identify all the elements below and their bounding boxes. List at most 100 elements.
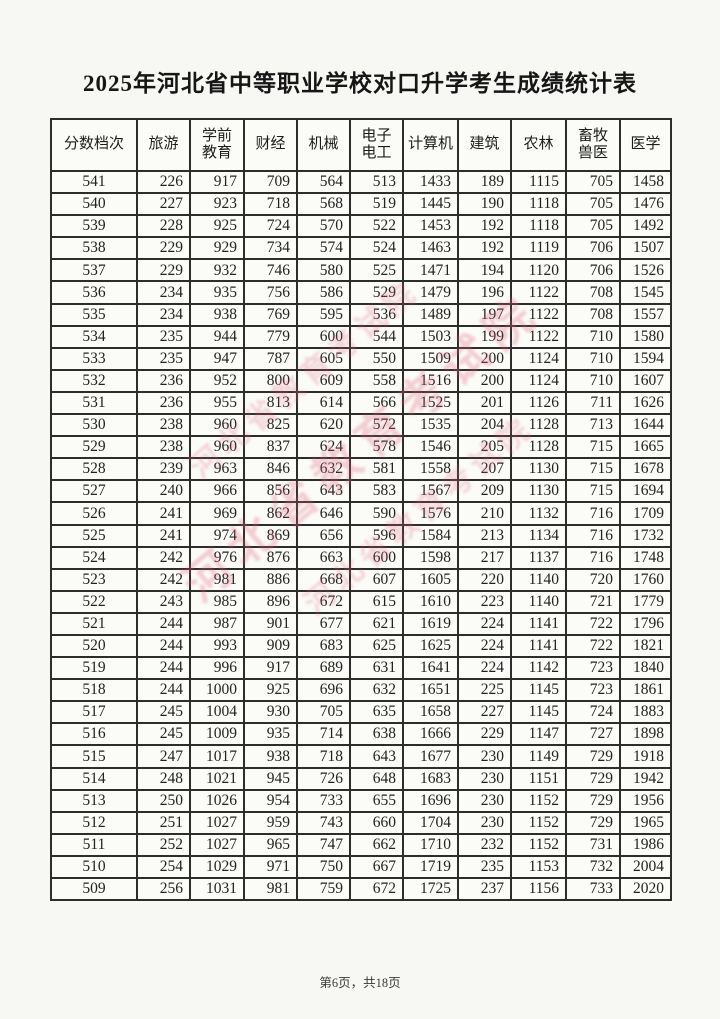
score-band-cell: 538 — [50, 236, 138, 261]
count-cell: 189 — [457, 169, 512, 195]
count-cell: 1507 — [619, 236, 672, 261]
count-cell: 224 — [457, 656, 512, 681]
count-cell: 1986 — [619, 832, 672, 857]
count-cell: 954 — [243, 788, 298, 813]
count-cell: 935 — [189, 280, 245, 305]
count-cell: 1132 — [510, 501, 567, 526]
count-cell: 966 — [189, 479, 245, 504]
count-cell: 210 — [457, 501, 512, 526]
table-row: 509 256 1031 981 759 672 1725 237 1156 733 2020 — [50, 876, 672, 902]
count-cell: 724 — [243, 214, 298, 239]
count-cell: 1027 — [189, 832, 245, 857]
score-table: 分数档次 旅游 学前 教育 财经 机械 电子 电工 计算机 建筑 农林 畜牧 兽医 医学 541 22… — [50, 118, 672, 902]
score-band-cell: 532 — [50, 368, 138, 393]
count-cell: 1545 — [619, 280, 672, 305]
count-cell: 204 — [457, 413, 512, 438]
count-cell: 1732 — [619, 523, 672, 548]
count-cell: 1017 — [189, 744, 245, 769]
count-cell: 240 — [136, 479, 191, 504]
count-cell: 705 — [565, 214, 621, 239]
count-cell: 746 — [243, 258, 298, 283]
count-cell: 224 — [457, 611, 512, 636]
count-cell: 248 — [136, 766, 191, 791]
count-cell: 564 — [296, 169, 351, 195]
count-cell: 225 — [457, 678, 512, 703]
count-cell: 230 — [457, 810, 512, 835]
count-cell: 226 — [136, 169, 191, 195]
count-cell: 959 — [243, 810, 298, 835]
count-cell: 1594 — [619, 346, 672, 371]
count-cell: 243 — [136, 589, 191, 614]
page-title: 2025年河北省中等职业学校对口升学考生成绩统计表 — [83, 71, 637, 96]
count-cell: 713 — [565, 413, 621, 438]
count-cell: 223 — [457, 589, 512, 614]
count-cell: 1535 — [402, 413, 459, 438]
count-cell: 971 — [243, 854, 298, 880]
count-cell: 238 — [136, 413, 191, 438]
table-row: 534 235 944 779 600 544 1503 199 1122 710 1580 — [50, 324, 672, 349]
count-cell: 723 — [565, 656, 621, 681]
count-cell: 1546 — [402, 435, 459, 460]
count-cell: 1149 — [510, 744, 567, 769]
count-cell: 244 — [136, 678, 191, 703]
count-cell: 1526 — [619, 258, 672, 283]
table-row: 512 251 1027 959 743 660 1704 230 1152 729 1965 — [50, 810, 672, 835]
table-row: 528 239 963 846 632 581 1558 207 1130 715 1678 — [50, 457, 672, 482]
table-row: 518 244 1000 925 696 632 1651 225 1145 723 1861 — [50, 678, 672, 703]
count-cell: 1694 — [619, 479, 672, 504]
table-row: 516 245 1009 935 714 638 1666 229 1147 727 1898 — [50, 722, 672, 747]
count-cell: 1152 — [510, 810, 567, 835]
count-cell: 1122 — [510, 324, 567, 349]
count-cell: 1152 — [510, 788, 567, 813]
count-cell: 1031 — [189, 876, 245, 902]
score-band-cell: 526 — [50, 501, 138, 526]
count-cell: 625 — [349, 633, 404, 659]
column-header: 建筑 — [457, 118, 512, 172]
score-band-cell: 512 — [50, 810, 138, 835]
score-table-container: 分数档次 旅游 学前 教育 财经 机械 电子 电工 计算机 建筑 农林 畜牧 兽医 医学 541 22… — [50, 118, 672, 902]
count-cell: 228 — [136, 214, 191, 239]
count-cell: 969 — [189, 501, 245, 526]
count-cell: 715 — [565, 479, 621, 504]
count-cell: 242 — [136, 545, 191, 570]
count-cell: 732 — [565, 854, 621, 880]
count-cell: 743 — [296, 810, 351, 835]
count-cell: 925 — [243, 678, 298, 703]
count-cell: 1683 — [402, 766, 459, 791]
table-row: 521 244 987 901 677 621 1619 224 1141 722 1796 — [50, 611, 672, 636]
count-cell: 256 — [136, 876, 191, 902]
count-cell: 609 — [296, 368, 351, 393]
count-cell: 672 — [349, 876, 404, 902]
count-cell: 1029 — [189, 854, 245, 880]
count-cell: 981 — [189, 567, 245, 592]
count-cell: 234 — [136, 280, 191, 305]
score-band-cell: 513 — [50, 788, 138, 813]
count-cell: 1503 — [402, 324, 459, 349]
count-cell: 1709 — [619, 501, 672, 526]
count-cell: 996 — [189, 656, 245, 681]
count-cell: 869 — [243, 523, 298, 548]
table-row: 525 241 974 869 656 596 1584 213 1134 716 1732 — [50, 523, 672, 548]
count-cell: 1584 — [402, 523, 459, 548]
count-cell: 1956 — [619, 788, 672, 813]
count-cell: 580 — [296, 258, 351, 283]
count-cell: 723 — [565, 678, 621, 703]
count-cell: 917 — [189, 169, 245, 195]
count-cell: 947 — [189, 346, 245, 371]
count-cell: 513 — [349, 169, 404, 195]
count-cell: 1883 — [619, 700, 672, 725]
count-cell: 605 — [296, 346, 351, 371]
table-row: 517 245 1004 930 705 635 1658 227 1145 724 1883 — [50, 700, 672, 725]
count-cell: 716 — [565, 545, 621, 570]
table-row: 539 228 925 724 570 522 1453 192 1118 705 1492 — [50, 214, 672, 239]
count-cell: 1576 — [402, 501, 459, 526]
count-cell: 856 — [243, 479, 298, 504]
count-cell: 718 — [296, 744, 351, 769]
count-cell: 1625 — [402, 633, 459, 659]
count-cell: 234 — [136, 302, 191, 327]
count-cell: 568 — [296, 192, 351, 217]
count-cell: 229 — [457, 722, 512, 747]
count-cell: 1558 — [402, 457, 459, 482]
count-cell: 1665 — [619, 435, 672, 460]
score-table-body: 541 226 917 709 564 513 1433 189 1115 705 1458 540 2… — [50, 169, 672, 902]
